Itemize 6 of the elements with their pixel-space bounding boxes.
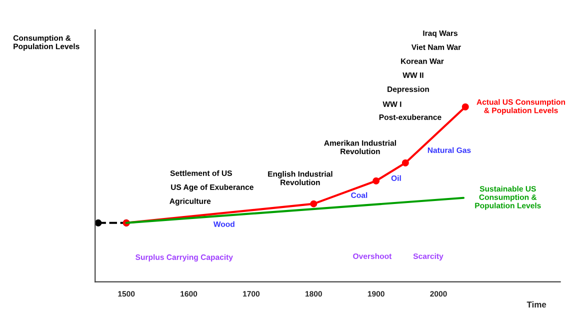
point: [310, 200, 318, 208]
point: [372, 177, 380, 184]
x-axis-title: Time: [526, 301, 546, 308]
point: [95, 219, 102, 226]
point: [402, 159, 409, 166]
point: [462, 103, 469, 110]
